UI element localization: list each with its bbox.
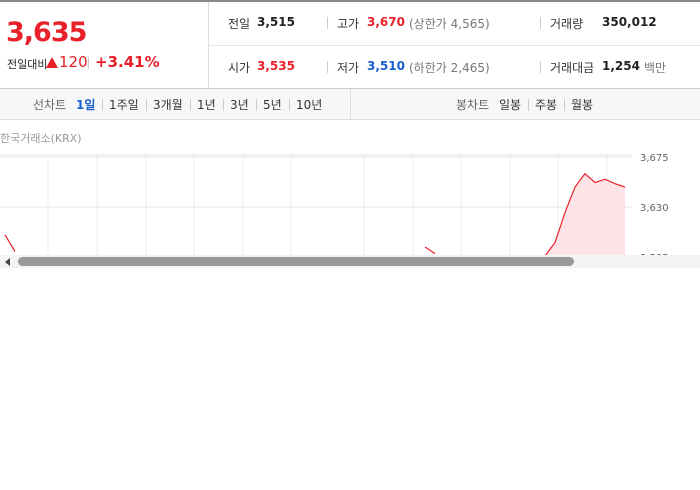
- separator: [540, 17, 541, 29]
- divider: [350, 89, 351, 119]
- separator: [88, 57, 89, 69]
- scroll-left[interactable]: [5, 258, 10, 266]
- tab[interactable]: 주봉: [535, 98, 558, 112]
- change-label: 전일대비: [7, 58, 48, 71]
- stat-value: 3,515: [257, 15, 295, 29]
- stat-label: 거래량: [550, 17, 584, 31]
- tab[interactable]: 1일: [76, 98, 96, 112]
- separator: [256, 99, 257, 111]
- separator: [190, 99, 191, 111]
- price: 3,635: [6, 17, 87, 48]
- y-tick-label: 3,675: [640, 153, 669, 164]
- area: [545, 173, 625, 255]
- separator: [289, 99, 290, 111]
- stat-sub: (하한가 2,465): [409, 61, 490, 75]
- y-tick-label: 3,585: [640, 253, 669, 255]
- separator: [327, 17, 328, 29]
- stat-label: 저가: [337, 61, 360, 75]
- separator: [223, 99, 224, 111]
- stat-label: 시가: [228, 61, 251, 75]
- tab[interactable]: 5년: [263, 98, 282, 112]
- source: 한국거래소(KRX): [0, 132, 82, 145]
- divider: [208, 45, 700, 46]
- tab[interactable]: 1주일: [109, 98, 139, 112]
- tab[interactable]: 월봉: [571, 98, 594, 112]
- tab[interactable]: 1년: [197, 98, 216, 112]
- stat-label: 거래대금: [550, 61, 595, 75]
- separator: [540, 61, 541, 73]
- tab-label: 선차트: [33, 98, 67, 112]
- tab[interactable]: 10년: [296, 98, 323, 112]
- separator: [146, 99, 147, 111]
- tab[interactable]: 3개월: [153, 98, 183, 112]
- price-line: [4, 172, 626, 255]
- scroll-thumb[interactable]: [18, 257, 574, 266]
- stat-value: 1,254: [602, 59, 640, 73]
- separator: [564, 99, 565, 111]
- y-tick-label: 3,630: [640, 203, 669, 214]
- stat-label: 전일: [228, 17, 251, 31]
- stat-label: 고가: [337, 17, 360, 31]
- top-border: [0, 0, 700, 2]
- chart: 3,675 3,630 3,585: [0, 153, 669, 255]
- tab[interactable]: 3년: [230, 98, 249, 112]
- tab-label: 봉차트: [456, 98, 490, 112]
- separator: [327, 61, 328, 73]
- stat-value: 3,535: [257, 59, 295, 73]
- change: 120: [59, 53, 88, 71]
- stat-value: 3,670: [367, 15, 405, 29]
- stat-sub: (상한가 4,565): [409, 17, 490, 31]
- divider: [0, 88, 700, 89]
- stat-value: 350,012: [602, 15, 657, 29]
- change-rate: +3.41%: [95, 53, 160, 71]
- stat-sub: 백만: [644, 61, 667, 75]
- stat-value: 3,510: [367, 59, 405, 73]
- separator: [528, 99, 529, 111]
- up-arrow: [46, 57, 58, 68]
- tab[interactable]: 일봉: [499, 98, 522, 112]
- separator: [102, 99, 103, 111]
